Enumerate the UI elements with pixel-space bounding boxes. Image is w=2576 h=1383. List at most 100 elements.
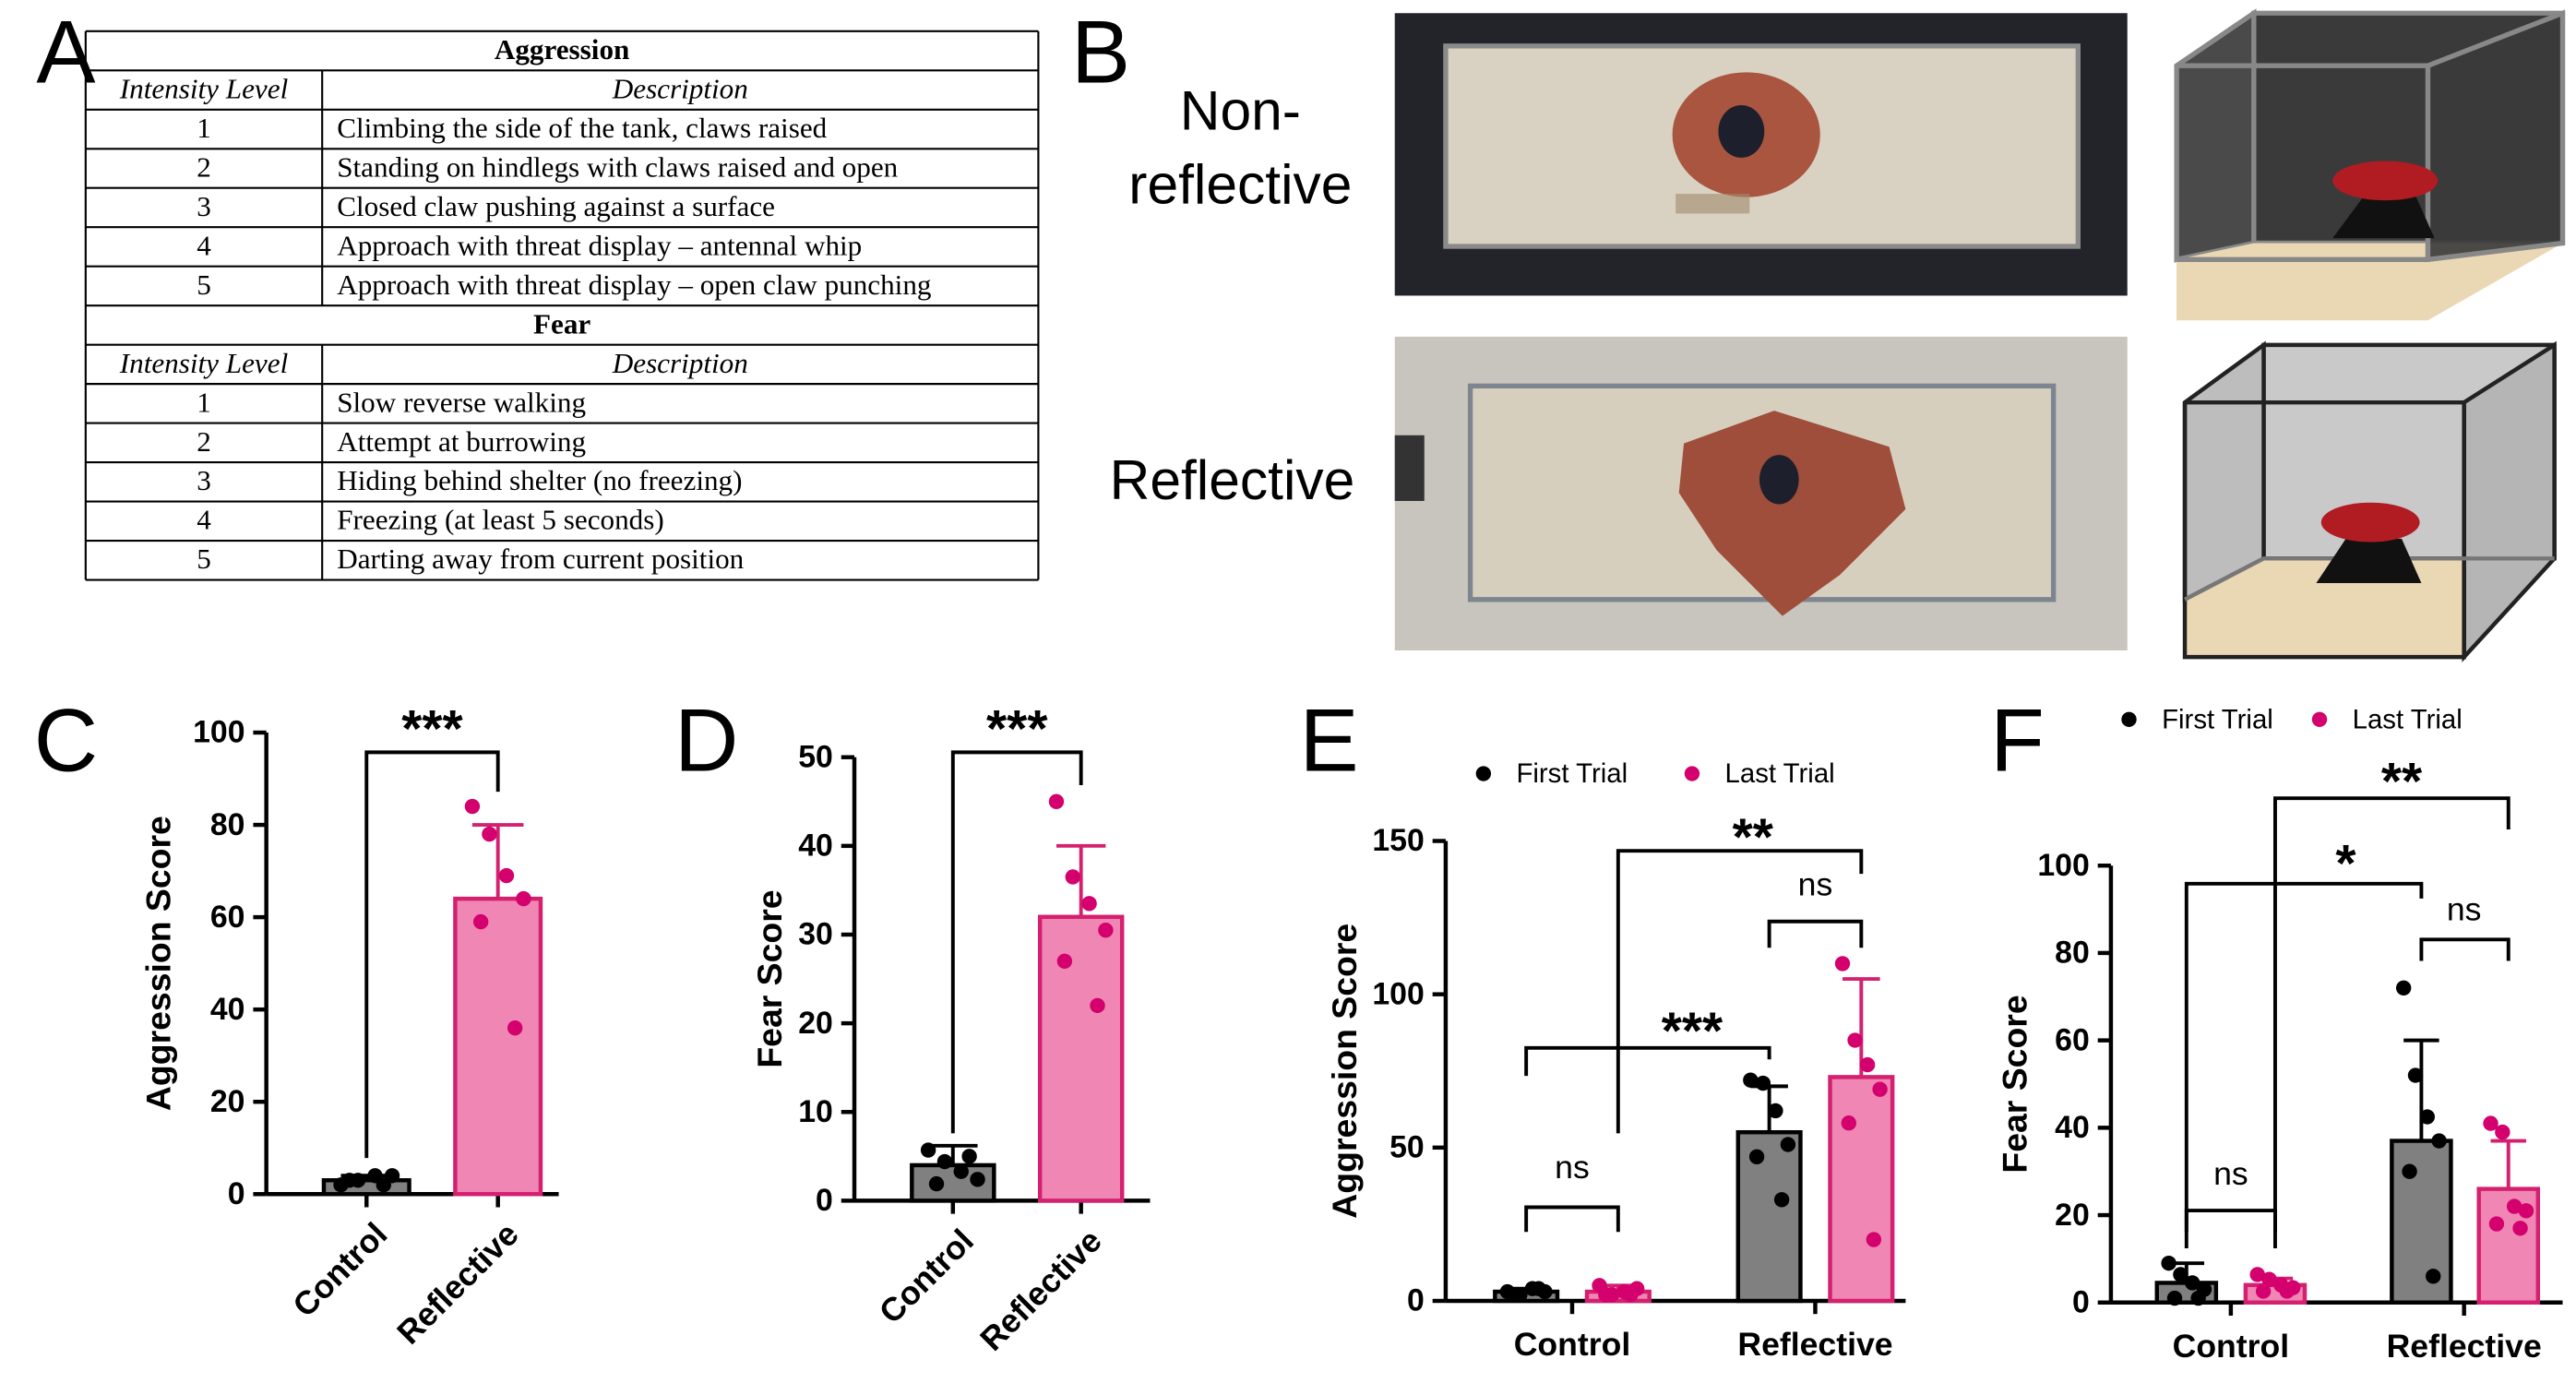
y-tick-label: 80: [210, 807, 245, 842]
table-cell: 3: [197, 190, 211, 222]
panel-label: B: [1071, 3, 1130, 101]
data-point: [1098, 922, 1114, 938]
data-point: [2173, 1267, 2188, 1282]
data-point: [2426, 1269, 2441, 1284]
data-point: [920, 1142, 936, 1158]
table-cell: 3: [197, 464, 211, 496]
data-point: [2185, 1275, 2200, 1291]
panel-label: F: [1990, 691, 2045, 790]
significance-bracket: [2419, 937, 2510, 961]
legend-marker: [2311, 711, 2328, 727]
y-tick-label: 40: [798, 829, 833, 864]
y-tick-label: 50: [1389, 1130, 1425, 1165]
legend-marker: [1475, 766, 1492, 781]
data-point: [2166, 1290, 2183, 1306]
y-tick-label: 0: [1407, 1283, 1425, 1318]
x-tick-label: Control: [286, 1215, 395, 1324]
data-point: [961, 1149, 977, 1164]
data-point: [1834, 956, 1851, 972]
table-cell: Standing on hindlegs with claws raised a…: [337, 150, 898, 183]
table-cell: Approach with threat display – antennal …: [337, 229, 862, 261]
y-tick-label: 100: [193, 715, 244, 750]
data-point: [928, 1175, 945, 1192]
data-point: [953, 1163, 969, 1179]
data-point: [1506, 1287, 1521, 1303]
table-cell: Approach with threat display – open claw…: [337, 268, 931, 301]
data-point: [2402, 1163, 2417, 1179]
significance-label: ns: [2213, 1155, 2248, 1192]
data-point: [1748, 1149, 1765, 1164]
significance-label: ***: [401, 699, 463, 758]
data-point: [2255, 1283, 2272, 1299]
y-tick-label: 60: [2055, 1022, 2090, 1057]
data-point: [2395, 980, 2412, 996]
data-point: [1056, 953, 1073, 970]
legend-marker: [2121, 711, 2137, 727]
x-tick-label: Control: [2173, 1328, 2290, 1365]
data-point: [1531, 1281, 1546, 1296]
photo-non-reflective: [1394, 13, 2128, 296]
table-cell: 1: [197, 112, 211, 144]
bar: [1037, 914, 1125, 1203]
data-point: [1859, 1056, 1876, 1073]
significance-bracket: [1524, 1045, 1771, 1077]
data-point: [498, 867, 515, 884]
y-tick-label: 0: [2072, 1284, 2090, 1319]
table-cell: 2: [197, 150, 211, 183]
data-point: [2161, 1255, 2176, 1271]
data-point: [1743, 1072, 1759, 1088]
table-cell: Attempt at burrowing: [337, 425, 586, 458]
panel-label: E: [1299, 691, 1358, 790]
legend-label: Last Trial: [1725, 758, 1835, 789]
x-tick-label: Reflective: [2387, 1328, 2542, 1365]
y-tick-label: 80: [2055, 936, 2090, 971]
column-header: Intensity Level: [119, 72, 288, 104]
significance-bracket: [2272, 796, 2510, 1249]
x-tick-label: Reflective: [973, 1222, 1109, 1358]
legend-label: First Trial: [2162, 704, 2273, 734]
data-point: [1847, 1032, 1863, 1048]
y-tick-label: 100: [1372, 976, 1424, 1011]
legend-label: First Trial: [1516, 758, 1628, 789]
data-point: [1773, 1192, 1790, 1208]
data-point: [507, 1019, 523, 1036]
y-tick-label: 40: [210, 992, 245, 1027]
significance-bracket: [1524, 1205, 1620, 1233]
x-tick-label: Reflective: [1737, 1326, 1892, 1363]
significance-bracket: [364, 750, 500, 1159]
data-point: [1048, 793, 1065, 809]
condition-label: Reflective: [1110, 448, 1355, 511]
y-tick-label: 150: [1372, 823, 1424, 858]
table-cell: 1: [197, 386, 211, 418]
legend-label: Last Trial: [2353, 704, 2463, 734]
data-point: [2512, 1221, 2528, 1236]
significance-label: ns: [2447, 890, 2482, 927]
column-header: Intensity Level: [119, 347, 288, 379]
data-point: [1090, 997, 1105, 1014]
y-tick-label: 0: [816, 1183, 833, 1218]
y-axis-label: Fear Score: [750, 889, 789, 1067]
x-tick-label: Control: [1514, 1326, 1631, 1363]
significance-bracket: [950, 750, 1083, 1134]
data-point: [1872, 1081, 1888, 1097]
significance-bracket: [1767, 919, 1864, 948]
significance-label: ns: [1555, 1149, 1590, 1186]
data-point: [516, 890, 531, 907]
diagram-light-box: [2182, 340, 2557, 662]
table-cell: 2: [197, 425, 211, 458]
y-tick-label: 10: [798, 1094, 833, 1129]
data-point: [2419, 1109, 2435, 1125]
data-point: [2488, 1216, 2505, 1232]
data-point: [2506, 1198, 2522, 1214]
condition-label: Non-: [1180, 79, 1301, 142]
diagram-dark-box: [2174, 8, 2566, 321]
data-point: [464, 798, 481, 815]
data-point: [1081, 896, 1097, 912]
significance-label: ns: [1798, 866, 1833, 903]
data-point: [2431, 1133, 2447, 1149]
legend-marker: [1684, 766, 1700, 781]
y-tick-label: 20: [210, 1084, 245, 1119]
table-cell: 4: [197, 504, 211, 536]
